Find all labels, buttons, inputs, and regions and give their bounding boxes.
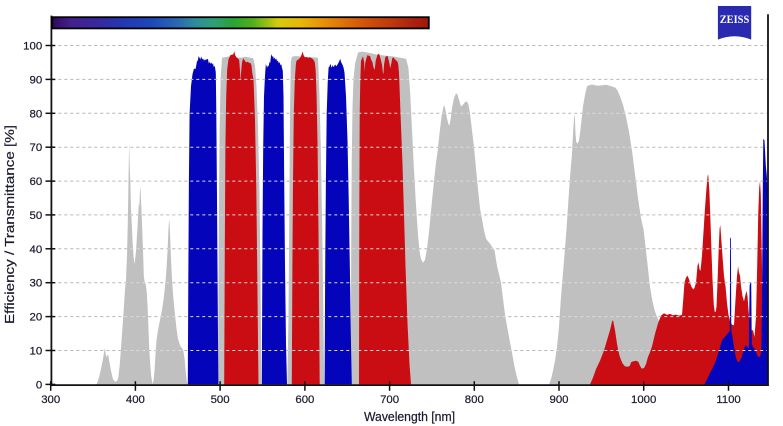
svg-text:50: 50 (30, 210, 43, 222)
svg-text:70: 70 (30, 142, 43, 154)
svg-text:20: 20 (30, 312, 43, 324)
svg-text:300: 300 (41, 394, 60, 406)
svg-text:400: 400 (126, 394, 145, 406)
svg-text:1000: 1000 (631, 394, 656, 406)
svg-text:500: 500 (211, 394, 230, 406)
svg-text:700: 700 (380, 394, 399, 406)
svg-text:30: 30 (30, 278, 43, 290)
svg-text:40: 40 (30, 244, 43, 256)
svg-text:800: 800 (465, 394, 484, 406)
svg-text:Efficiency / Transmittance [%]: Efficiency / Transmittance [%] (3, 125, 17, 324)
svg-text:ZEISS: ZEISS (720, 14, 750, 26)
svg-text:600: 600 (295, 394, 314, 406)
svg-text:1100: 1100 (716, 394, 741, 406)
svg-text:900: 900 (549, 394, 568, 406)
svg-text:100: 100 (23, 41, 42, 53)
svg-text:Wavelength [nm]: Wavelength [nm] (364, 410, 455, 424)
svg-text:0: 0 (36, 379, 42, 391)
svg-text:60: 60 (30, 176, 43, 188)
svg-text:80: 80 (30, 108, 43, 120)
svg-text:10: 10 (30, 346, 43, 358)
svg-text:90: 90 (30, 74, 43, 86)
